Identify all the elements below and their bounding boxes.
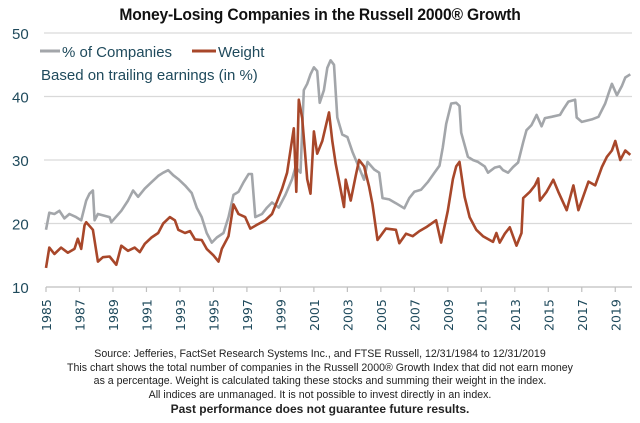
series-line-companies <box>44 59 632 244</box>
chart-footer: Source: Jefferies, FactSet Research Syst… <box>0 348 640 417</box>
description-line-3: All indices are unmanaged. It is not pos… <box>148 388 492 401</box>
x-tick-label: 1989 <box>106 299 121 331</box>
chart-subtitle: Based on trailing earnings (in %) <box>41 67 258 84</box>
x-tick-label: 1997 <box>240 299 255 331</box>
x-tick-label: 2005 <box>374 299 389 331</box>
x-tick-label: 1993 <box>173 299 188 331</box>
y-tick-label: 50 <box>12 26 29 43</box>
x-tick-label: 2017 <box>575 299 590 331</box>
description-line-1: This chart shows the total number of com… <box>67 361 573 374</box>
chart-title: Money-Losing Companies in the Russell 20… <box>119 5 521 24</box>
x-tick-label: 2003 <box>340 299 355 331</box>
gridlines <box>44 32 632 225</box>
source-note: Source: Jefferies, FactSet Research Syst… <box>94 348 546 360</box>
x-tick-label: 2019 <box>608 299 623 331</box>
x-tick-label: 1991 <box>139 299 154 331</box>
x-tick-label: 2013 <box>508 299 523 331</box>
y-tick-label: 30 <box>12 153 29 170</box>
x-tick-label: 1987 <box>72 299 87 331</box>
legend: % of Companies Weight Based on trailing … <box>40 44 265 84</box>
disclaimer: Past performance does not guarantee futu… <box>170 402 470 417</box>
x-tick-label: 2015 <box>541 299 556 331</box>
x-tick-label: 1999 <box>273 299 288 331</box>
legend-label-weight: Weight <box>218 44 265 61</box>
y-tick-label: 10 <box>12 280 29 297</box>
x-tick-label: 2011 <box>474 299 489 331</box>
x-tick-label: 1985 <box>39 299 54 331</box>
description-line-2: as a percentage. Weight is calculated ta… <box>93 375 547 388</box>
series-line-weight <box>44 98 632 269</box>
y-axis-ticks: 10 20 30 40 50 <box>12 26 29 297</box>
x-tick-label: 2007 <box>407 299 422 331</box>
x-tick-label: 2001 <box>307 299 322 331</box>
legend-label-companies: % of Companies <box>62 44 172 61</box>
x-axis: 1985 1987 1989 1991 1993 1995 1997 1999 2001 2003… <box>39 286 632 331</box>
x-tick-label: 2009 <box>441 299 456 331</box>
y-tick-label: 40 <box>12 90 29 107</box>
y-tick-label: 20 <box>12 217 29 234</box>
x-tick-label: 1995 <box>206 299 221 331</box>
series-lines <box>44 59 632 269</box>
